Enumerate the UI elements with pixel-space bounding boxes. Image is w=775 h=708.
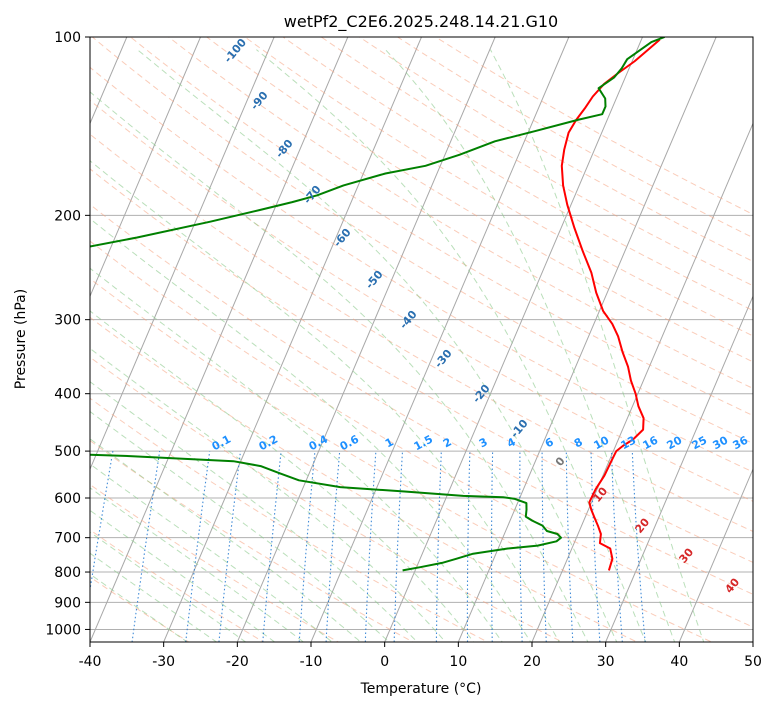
moist-adiabat-line [90, 218, 532, 642]
isotherm-line [384, 37, 643, 642]
dry-adiabat-line [90, 440, 414, 642]
mixing-ratio-line [325, 451, 341, 642]
y-tick-label: 900 [54, 595, 81, 611]
axes: -40 -30 -20 -10 0 10 20 30 40 50 100 200 300 400 500 60… [45, 30, 762, 670]
dry-adiabat-line [167, 37, 753, 389]
moist-adiabat-line [90, 160, 560, 642]
dry-adiabat-line [90, 316, 639, 642]
isotherm-line [163, 37, 422, 642]
moist-adiabat-line [136, 49, 618, 642]
x-tick-label: 50 [744, 654, 762, 670]
temperature-profile-line [560, 38, 661, 571]
mixing-ratio-line [541, 451, 547, 642]
mixing-ratio-line [435, 451, 442, 642]
background-grid [90, 37, 753, 642]
moist-adiabat-line [90, 552, 218, 642]
mixing-ratio-label: 10 [592, 433, 612, 452]
moist-adiabat-line [489, 49, 705, 642]
plot-frame [89, 36, 754, 643]
isotherm-line [605, 295, 753, 642]
moist-adiabat-line [90, 573, 189, 642]
mixing-ratio-line [590, 451, 601, 642]
y-tick-label: 400 [54, 387, 81, 403]
moist-adiabat-line [90, 487, 305, 642]
moist-adiabat-line [90, 531, 247, 642]
dewpoint-profile-line [90, 37, 665, 572]
moist-adiabat-line [256, 49, 647, 642]
x-tick-label: -30 [152, 654, 175, 670]
mixing-ratio-label: 20 [665, 433, 685, 452]
dry-adiabat-line [244, 37, 753, 337]
isotherm-line [678, 467, 753, 642]
moist-adiabat-line [90, 310, 475, 642]
x-tick-label: -40 [79, 654, 102, 670]
mixing-ratio-line [519, 451, 523, 642]
isotherm-line [90, 37, 275, 471]
mixing-ratio-label: 13 [619, 434, 639, 453]
mixing-ratio-line [364, 451, 377, 642]
x-tick-label: 40 [670, 654, 688, 670]
mixing-ratio-label: 16 [641, 433, 661, 452]
mixing-ratio-line [393, 451, 404, 642]
y-tick-label: 1000 [45, 622, 81, 638]
moist-adiabat-line [90, 410, 390, 642]
dry-adiabat-line [90, 483, 340, 642]
x-tick-label: 20 [523, 654, 541, 670]
y-tick-label: 800 [54, 565, 81, 581]
isotherm-line [457, 37, 717, 642]
mixing-ratio-line [565, 451, 574, 642]
moist-adiabat-line [90, 91, 589, 642]
isotherm-line [236, 37, 496, 642]
y-tick-label: 300 [54, 313, 81, 329]
dry-adiabat-line [91, 37, 753, 445]
mixing-ratio-label: 25 [690, 434, 710, 453]
dry-adiabat-line [90, 168, 753, 563]
x-tick-label: -10 [300, 654, 323, 670]
moist-adiabat-line [90, 509, 276, 642]
y-tick-label: 600 [54, 491, 81, 507]
moist-adiabat-line [385, 49, 676, 642]
y-tick-label: 100 [54, 30, 81, 46]
x-tick-label: 0 [380, 654, 389, 670]
x-tick-label: 30 [597, 654, 615, 670]
mixing-ratio-label: 30 [711, 433, 731, 452]
x-axis-title: Temperature (°C) [360, 681, 482, 697]
mixing-ratio-line [466, 451, 471, 642]
mixing-ratio-label: 36 [731, 433, 751, 452]
y-tick-label: 500 [54, 444, 81, 460]
mixing-ratio-line [490, 451, 494, 642]
dry-adiabat-line [90, 66, 753, 473]
y-tick-label: 200 [54, 208, 81, 224]
dry-adiabat-line [90, 99, 753, 502]
isotherm-line [310, 37, 570, 642]
dry-adiabat-line [90, 203, 753, 595]
isotherm-line [531, 122, 753, 642]
mixing-ratio-line [610, 451, 623, 642]
dry-adiabat-line [205, 37, 753, 363]
dry-adiabat-line [90, 356, 564, 642]
dry-adiabat-line [129, 37, 753, 417]
series-group [90, 37, 665, 572]
x-tick-label: 10 [449, 654, 467, 670]
y-axis-title: Pressure (hPa) [13, 289, 29, 389]
dry-adiabat-line [90, 278, 713, 642]
moist-adiabat-line [90, 438, 362, 642]
y-tick-label: 700 [54, 531, 81, 547]
moist-adiabat-line [90, 267, 503, 642]
isotherm-line [90, 37, 201, 298]
x-tick-label: -20 [226, 654, 249, 670]
chart-title: wetPf2_C2E6.2025.248.14.21.G10 [284, 12, 558, 32]
